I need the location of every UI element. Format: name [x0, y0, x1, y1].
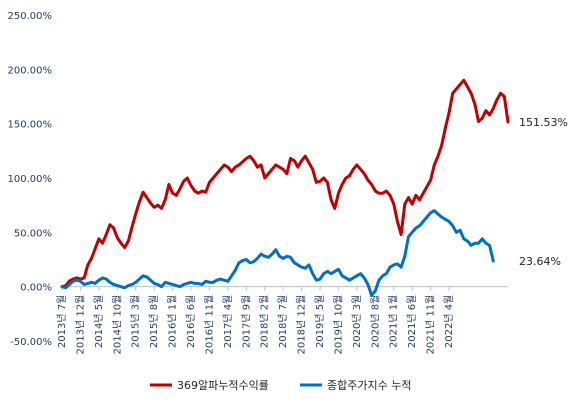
x-tick-label: 2015년 8월	[148, 295, 160, 348]
x-tick-label: 2020년 8월	[369, 295, 381, 348]
x-tick-label: 2015년 3월	[130, 295, 142, 348]
y-tick-label: -50.00%	[10, 337, 52, 348]
series-line-1	[60, 78, 510, 289]
x-tick-label: 2016년 6월	[185, 295, 197, 348]
legend-label-2: 종합주가지수 누적	[327, 379, 411, 392]
x-tick-label: 2019년 10월	[332, 295, 344, 355]
x-tick-label: 2018년 12월	[296, 295, 308, 355]
x-tick-label: 2014년 10월	[111, 295, 123, 355]
series-end-label-2: 23.64%	[519, 255, 561, 268]
x-tick-label: 2016년 1월	[167, 295, 179, 348]
x-tick-label: 2021년 1월	[388, 295, 400, 348]
series-line-2	[60, 209, 495, 297]
y-tick-label: 50.00%	[14, 228, 52, 239]
x-tick-label: 2018년 7월	[277, 295, 289, 348]
y-tick-label: 0.00%	[20, 283, 52, 294]
x-tick-label: 2019년 5월	[314, 295, 326, 348]
x-tick-label: 2017년 9월	[240, 295, 252, 348]
x-tick-label: 2016년 11월	[203, 295, 215, 355]
y-tick-label: 200.00%	[8, 65, 53, 76]
x-tick-label: 2022년 4월	[443, 295, 455, 348]
x-tick-label: 2021년 11월	[425, 295, 437, 355]
x-tick-label: 2013년 12월	[74, 295, 86, 355]
series-end-label-1: 151.53%	[519, 116, 568, 129]
x-tick-label: 2018년 2월	[259, 295, 271, 348]
x-tick-label: 2013년 7월	[56, 295, 68, 348]
legend-label-1: 369알파누적수익률	[177, 378, 269, 392]
x-tick-label: 2021년 6월	[406, 295, 418, 348]
x-tick-label: 2020년 3월	[351, 295, 363, 348]
x-tick-label: 2017년 4월	[222, 295, 234, 348]
x-tick-label: 2014년 5월	[93, 295, 105, 348]
y-tick-label: 100.00%	[8, 174, 53, 185]
y-tick-label: 250.00%	[8, 11, 53, 22]
y-tick-label: 150.00%	[8, 120, 53, 131]
